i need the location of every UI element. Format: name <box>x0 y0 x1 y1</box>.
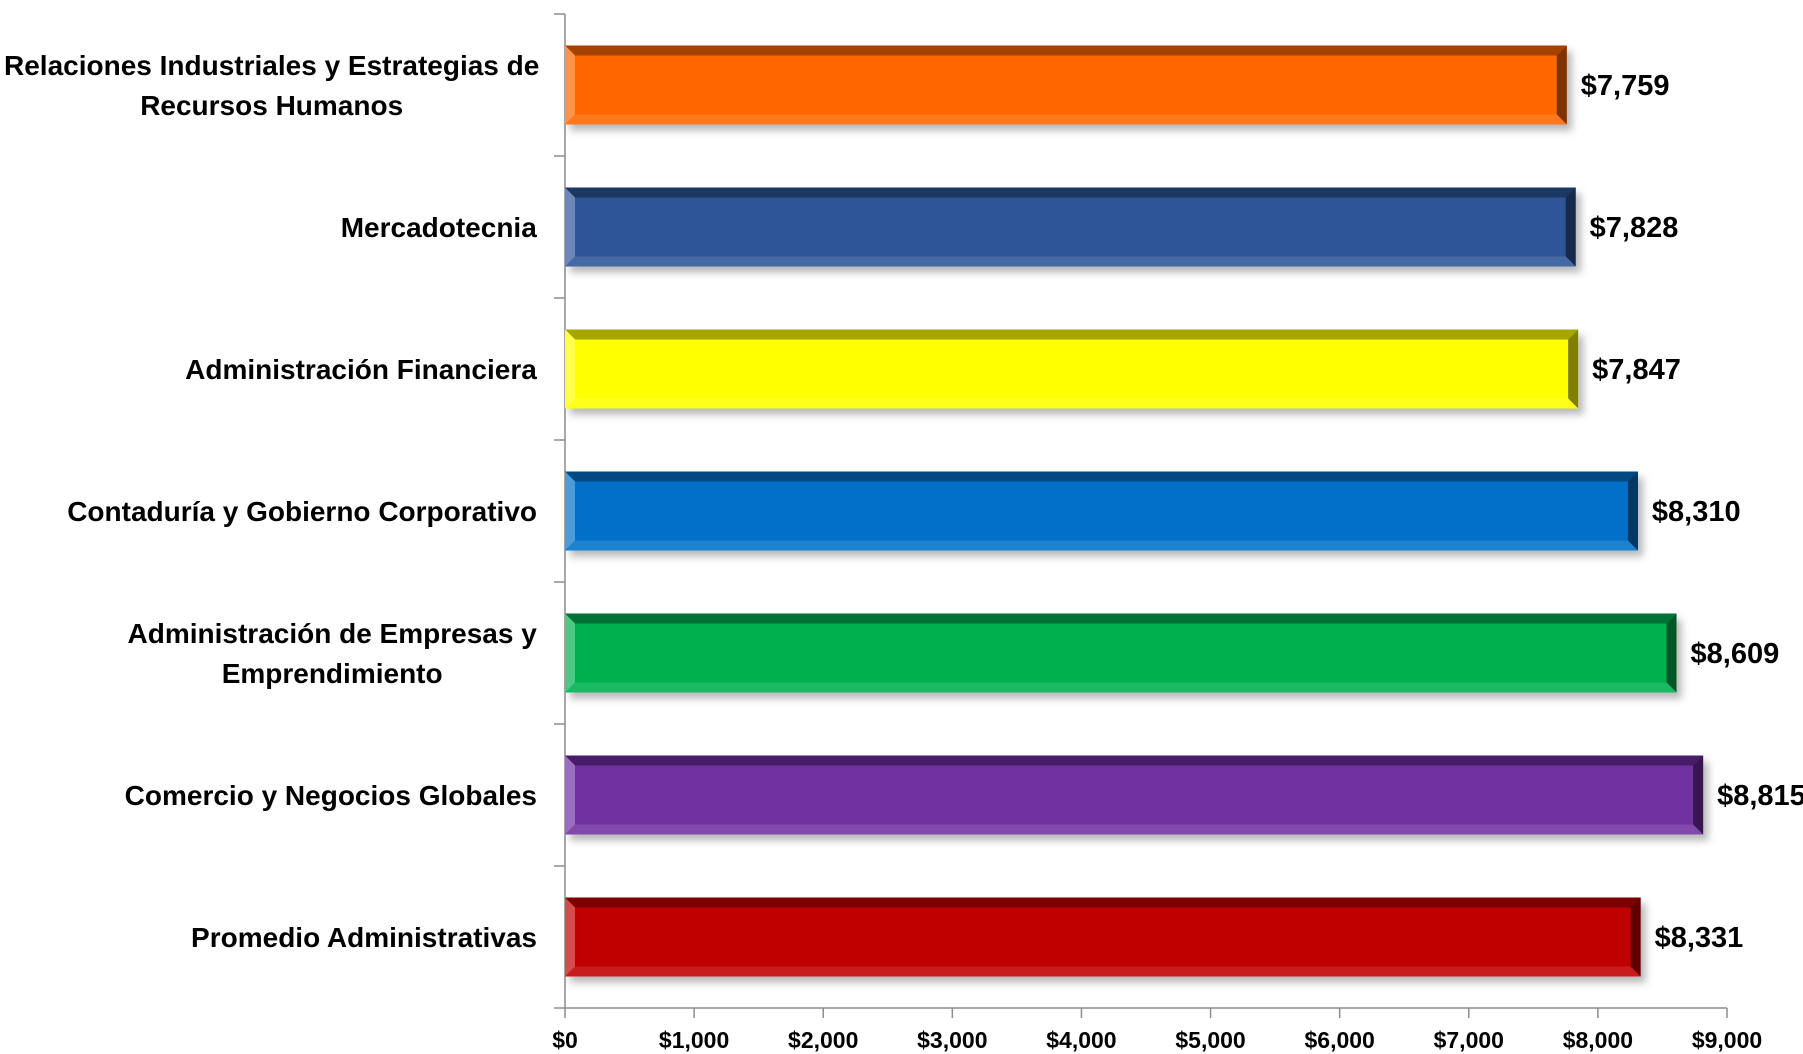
data-label: $7,847 <box>1592 354 1681 386</box>
bar-bevel-left <box>565 329 575 409</box>
data-label: $8,815 <box>1717 780 1803 812</box>
data-label: $7,759 <box>1581 70 1670 102</box>
bar-bevel-top <box>565 45 1567 56</box>
bar-bevel-right <box>1565 187 1576 267</box>
bar-bevel-bottom <box>565 966 1641 977</box>
bar-bevel-top <box>565 755 1704 766</box>
bar-bevel-right <box>1627 471 1638 551</box>
x-tick-label: $0 <box>552 1027 578 1053</box>
category-label: Emprendimiento <box>222 658 443 689</box>
category-label: Relaciones Industriales y Estrategias de <box>4 50 539 81</box>
category-label: Administración de Empresas y <box>128 618 538 649</box>
bar-body <box>565 613 1677 693</box>
bar-bevel-left <box>565 897 575 977</box>
category-label: Mercadotecnia <box>341 212 537 243</box>
bar-bevel-left <box>565 187 575 267</box>
bar <box>565 187 1576 267</box>
bar-bevel-right <box>1693 755 1704 835</box>
x-tick-label: $8,000 <box>1563 1027 1633 1053</box>
x-tick-label: $2,000 <box>788 1027 858 1053</box>
x-tick-label: $7,000 <box>1434 1027 1504 1053</box>
bar-bevel-left <box>565 613 575 693</box>
data-label: $7,828 <box>1590 212 1679 244</box>
bar-bevel-bottom <box>565 256 1576 267</box>
x-tick-label: $3,000 <box>917 1027 987 1053</box>
bar <box>565 45 1567 125</box>
bar-bevel-left <box>565 755 575 835</box>
x-tick-label: $5,000 <box>1175 1027 1245 1053</box>
data-label: $8,331 <box>1655 922 1744 954</box>
bar-bevel-top <box>565 897 1641 908</box>
category-label: Contaduría y Gobierno Corporativo <box>67 496 537 527</box>
bar-body <box>565 45 1567 125</box>
bar-body <box>565 329 1579 409</box>
bar <box>565 329 1579 409</box>
bar-bevel-bottom <box>565 682 1677 693</box>
bar-body <box>565 471 1638 551</box>
bar-body <box>565 755 1704 835</box>
x-tick-label: $9,000 <box>1692 1027 1762 1053</box>
bar-bevel-right <box>1568 329 1579 409</box>
bar-bevel-left <box>565 45 575 125</box>
bar-bevel-bottom <box>565 540 1638 551</box>
category-label: Promedio Administrativas <box>191 922 537 953</box>
data-label: $8,609 <box>1691 638 1780 670</box>
bar-bevel-top <box>565 613 1677 624</box>
x-tick-label: $1,000 <box>659 1027 729 1053</box>
bar-body <box>565 187 1576 267</box>
bar-body <box>565 897 1641 977</box>
data-label: $8,310 <box>1652 496 1741 528</box>
x-tick-label: $6,000 <box>1304 1027 1374 1053</box>
bar-bevel-top <box>565 329 1579 340</box>
bar-bevel-bottom <box>565 114 1567 125</box>
bar-bevel-right <box>1630 897 1641 977</box>
bar-bevel-right <box>1666 613 1677 693</box>
x-tick-label: $4,000 <box>1046 1027 1116 1053</box>
bar-bevel-left <box>565 471 575 551</box>
bar <box>565 897 1641 977</box>
bar-bevel-right <box>1556 45 1567 125</box>
bar <box>565 471 1638 551</box>
bar <box>565 755 1704 835</box>
category-label: Recursos Humanos <box>140 90 403 121</box>
bar-bevel-bottom <box>565 824 1704 835</box>
category-label: Administración Financiera <box>185 354 537 385</box>
bar <box>565 613 1677 693</box>
bar-bevel-top <box>565 471 1638 482</box>
bar-bevel-bottom <box>565 398 1579 409</box>
category-label: Comercio y Negocios Globales <box>125 780 537 811</box>
bar-bevel-top <box>565 187 1576 198</box>
